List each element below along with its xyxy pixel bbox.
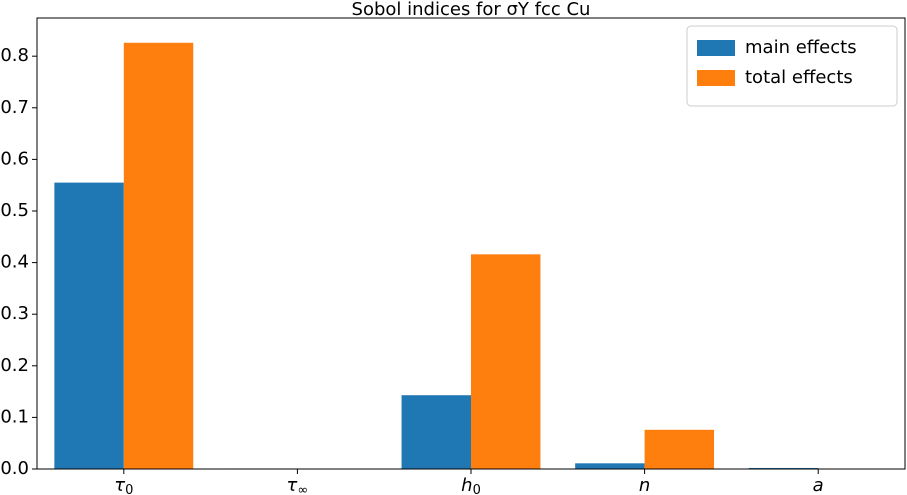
legend-label: total effects [745,67,853,88]
x-tick-label: τ0 [114,475,133,495]
x-tick-label: n [639,475,650,495]
bar [748,467,819,469]
y-tick-label: 0.3 [0,303,29,324]
y-tick-label: 0.8 [0,45,29,66]
legend-box [686,25,898,107]
bar [575,463,645,469]
bar [54,182,124,469]
y-tick-label: 0.1 [0,406,29,427]
bar [471,254,541,469]
y-tick-label: 0.4 [0,252,29,273]
x-tick-label: h0 [461,475,481,495]
y-tick-label: 0.2 [0,355,29,376]
legend-swatch [697,70,735,86]
x-tick-label: τ∞ [287,475,309,495]
bar [401,395,471,469]
y-tick-label: 0.7 [0,97,29,118]
y-tick-label: 0.0 [0,458,29,479]
chart-title: Sobol indices for σY fcc Cu [352,0,591,20]
bar [644,429,715,469]
y-tick-label: 0.5 [0,200,29,221]
x-tick-label: a [813,475,824,495]
plot-frame [36,17,906,470]
bar [123,42,194,469]
y-tick-label: 0.6 [0,148,29,169]
legend-swatch [697,40,735,56]
legend-label: main effects [745,37,857,58]
